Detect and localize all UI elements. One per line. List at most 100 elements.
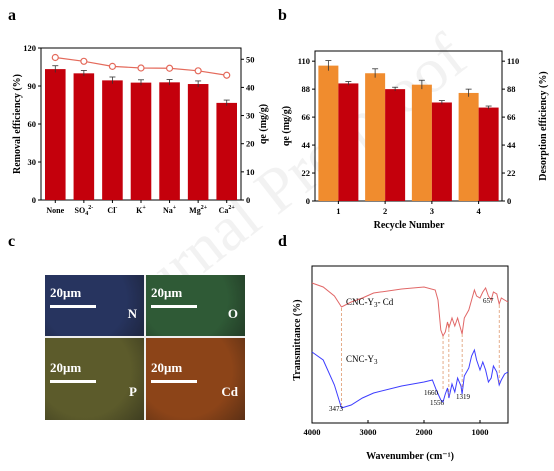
scale-bar bbox=[151, 305, 197, 308]
desorption-bar-1 bbox=[385, 89, 406, 201]
series-label-cnc-y3-cd: CNC-Y3- Cd bbox=[346, 297, 394, 309]
element-label: O bbox=[227, 306, 238, 321]
ftir-series-cnc-y3 bbox=[311, 348, 509, 409]
series-label-bottom-base: CNC-Y bbox=[346, 354, 375, 364]
xtick-label: K+ bbox=[136, 205, 146, 215]
chart-b: 1 2 3 4 0 22 44 66 88 110 0 22 44 66 88 110 Recycle Num… bbox=[281, 50, 549, 231]
ytick-label-left: 44 bbox=[302, 140, 311, 150]
ytick-label-right: 0 bbox=[246, 195, 250, 205]
xtick-base: Ca bbox=[219, 206, 229, 215]
annotation-1660: 1660 bbox=[424, 389, 439, 397]
chart-d-ticks: 4000 3000 2000 1000 bbox=[304, 420, 489, 437]
xtick-label: Cl- bbox=[107, 205, 117, 215]
scale-bar bbox=[50, 305, 96, 308]
annotation-3473: 3473 bbox=[329, 405, 344, 413]
panel-letter-c: c bbox=[8, 233, 15, 250]
chart-b-ticks: 1 2 3 4 0 22 44 66 88 110 0 22 44 66 88 110 bbox=[298, 56, 520, 216]
xtick-base: SO bbox=[75, 206, 86, 215]
desorption-bar-2 bbox=[431, 102, 452, 201]
ytick-label-left: 90 bbox=[28, 81, 37, 91]
chart-d-ylabel: Transmittance (%) bbox=[292, 299, 303, 380]
bar-6 bbox=[216, 102, 237, 200]
chart-a-ylabel: Removal efficiency (%) bbox=[12, 74, 23, 174]
ytick-label-right: 20 bbox=[246, 139, 255, 149]
annotation-1319: 1319 bbox=[456, 393, 471, 401]
xtick-label: SO42- bbox=[75, 205, 94, 217]
chart-d: 4000 3000 2000 1000 CNC-Y3- Cd CNC-Y3 3473 … bbox=[292, 265, 509, 462]
ytick-label-left: 30 bbox=[28, 157, 37, 167]
scale-bar bbox=[151, 380, 197, 383]
ftir-series-cnc-y3-cd bbox=[311, 282, 509, 338]
ytick-label-right: 50 bbox=[246, 54, 255, 64]
micrograph-n: 20μm N bbox=[45, 275, 144, 336]
chart-b-bars bbox=[318, 60, 499, 201]
scale-label: 20μm bbox=[151, 360, 183, 375]
xtick-base: Na bbox=[163, 206, 173, 215]
xtick-label: Ca2+ bbox=[219, 205, 236, 215]
xtick-sup: - bbox=[115, 205, 117, 211]
chart-a-bars bbox=[45, 65, 237, 200]
removal-point-1 bbox=[80, 57, 88, 65]
bar-1 bbox=[73, 73, 95, 200]
xtick-label: 2 bbox=[383, 206, 387, 216]
xtick-label: 3 bbox=[430, 206, 434, 216]
xtick-base: K bbox=[136, 206, 143, 215]
qe-bar-1 bbox=[365, 73, 386, 201]
bar-4 bbox=[159, 82, 180, 200]
xtick-label: 1000 bbox=[472, 427, 489, 437]
ytick-label-right: 40 bbox=[246, 82, 255, 92]
chart-d-xlabel: Wavenumber (cm⁻¹) bbox=[366, 451, 454, 462]
qe-bar-2 bbox=[411, 84, 432, 201]
scale-label: 20μm bbox=[50, 285, 82, 300]
ytick-label-right: 30 bbox=[246, 111, 255, 121]
xtick-label: 1 bbox=[336, 206, 340, 216]
removal-point-2 bbox=[108, 62, 117, 70]
bar-0 bbox=[45, 69, 66, 200]
bar-3 bbox=[130, 82, 152, 200]
ytick-label-right: 88 bbox=[507, 84, 516, 94]
series-label-cnc-y3: CNC-Y3 bbox=[346, 354, 378, 366]
element-label: N bbox=[127, 306, 137, 321]
xtick-sup: + bbox=[173, 205, 177, 211]
chart-d-peak-markers bbox=[341, 305, 500, 405]
xtick-sub: 4 bbox=[85, 211, 88, 217]
ytick-label-left: 120 bbox=[23, 43, 36, 53]
chart-b-y2label: Desorption efficiency (%) bbox=[538, 71, 549, 180]
bar-5 bbox=[187, 84, 209, 200]
micrograph-grid: 20μm N 20μm O 20μm P 20μm Cd bbox=[45, 275, 245, 420]
annotation-1556: 1556 bbox=[430, 399, 445, 407]
removal-point-3 bbox=[137, 64, 145, 72]
chart-a-line bbox=[51, 53, 231, 79]
micrograph-o: 20μm O bbox=[146, 275, 245, 336]
ytick-label-left: 88 bbox=[302, 84, 311, 94]
qe-bar-0 bbox=[318, 65, 339, 201]
chart-b-ylabel: qe (mg/g) bbox=[281, 106, 292, 146]
chart-b-xlabel: Recycle Number bbox=[374, 220, 445, 231]
removal-point-0 bbox=[51, 53, 59, 62]
element-label: Cd bbox=[221, 384, 238, 399]
qe-bar-3 bbox=[458, 92, 479, 201]
ytick-label-left: 0 bbox=[306, 196, 310, 206]
series-label-top-tail: - Cd bbox=[378, 297, 394, 307]
desorption-bar-3 bbox=[478, 107, 499, 201]
xtick-label: Na+ bbox=[163, 205, 177, 215]
panel-letter-d: d bbox=[278, 233, 287, 250]
panel-letter-b: b bbox=[278, 7, 287, 24]
xtick-label: 4 bbox=[477, 206, 482, 216]
xtick-label: 2000 bbox=[416, 427, 433, 437]
xtick-sup: 2+ bbox=[201, 205, 208, 211]
removal-point-6 bbox=[223, 71, 231, 79]
xtick-base: Cl bbox=[107, 206, 116, 215]
ytick-label-left: 110 bbox=[298, 56, 310, 66]
xtick-sup: 2- bbox=[88, 205, 93, 211]
xtick-base: Mg bbox=[189, 206, 201, 215]
xtick-base: None bbox=[46, 206, 64, 215]
ytick-label-right: 0 bbox=[507, 196, 511, 206]
series-label-top-sub: 3 bbox=[374, 301, 378, 309]
desorption-bar-0 bbox=[338, 83, 359, 201]
xtick-label: Mg2+ bbox=[189, 205, 208, 215]
xtick-sup: 2+ bbox=[228, 205, 235, 211]
